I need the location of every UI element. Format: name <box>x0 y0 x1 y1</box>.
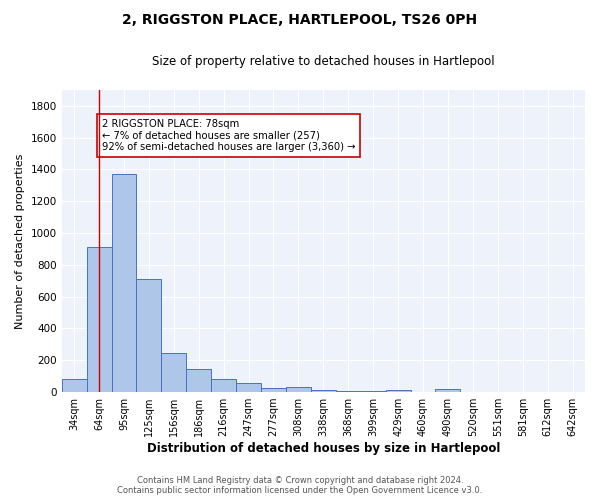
Text: 2 RIGGSTON PLACE: 78sqm
← 7% of detached houses are smaller (257)
92% of semi-de: 2 RIGGSTON PLACE: 78sqm ← 7% of detached… <box>101 118 355 152</box>
Bar <box>112 174 136 392</box>
Bar <box>186 368 211 392</box>
Bar <box>261 388 286 392</box>
Bar <box>436 389 460 392</box>
Bar <box>236 384 261 392</box>
Bar <box>211 379 236 392</box>
Bar <box>86 248 112 392</box>
Y-axis label: Number of detached properties: Number of detached properties <box>15 154 25 328</box>
Bar <box>311 390 336 392</box>
Title: Size of property relative to detached houses in Hartlepool: Size of property relative to detached ho… <box>152 55 494 68</box>
Bar <box>62 380 86 392</box>
Bar <box>161 352 186 392</box>
Text: Contains HM Land Registry data © Crown copyright and database right 2024.
Contai: Contains HM Land Registry data © Crown c… <box>118 476 482 495</box>
X-axis label: Distribution of detached houses by size in Hartlepool: Distribution of detached houses by size … <box>146 442 500 455</box>
Bar <box>386 390 410 392</box>
Bar <box>286 388 311 392</box>
Bar <box>136 279 161 392</box>
Text: 2, RIGGSTON PLACE, HARTLEPOOL, TS26 0PH: 2, RIGGSTON PLACE, HARTLEPOOL, TS26 0PH <box>122 12 478 26</box>
Bar <box>336 391 361 392</box>
